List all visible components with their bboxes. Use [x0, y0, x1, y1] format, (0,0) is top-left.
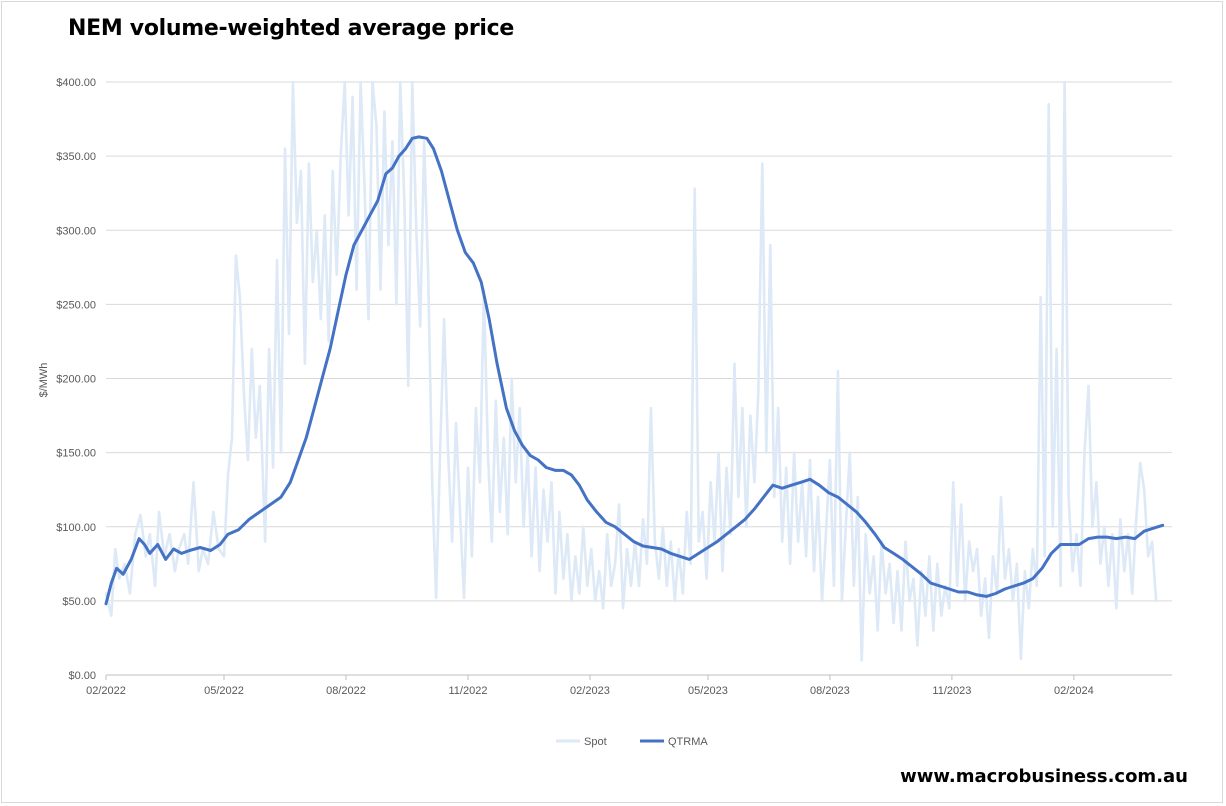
x-tick-label: 08/2022 [326, 685, 366, 697]
legend-label: QTRMA [668, 736, 708, 748]
legend-label: Spot [584, 736, 607, 748]
y-axis-label: $/MWh [38, 363, 50, 398]
series-line-qtrma [104, 135, 1165, 606]
legend: Spot QTRMA [556, 736, 708, 748]
x-tick-label: 08/2023 [810, 685, 850, 697]
chart-title: NEM volume-weighted average price [68, 16, 514, 41]
x-tick-label: 11/2023 [932, 685, 971, 697]
x-tick-label: 02/2022 [86, 685, 126, 697]
y-tick-label: $250.00 [56, 299, 96, 311]
source-url: www.macrobusiness.com.au [900, 766, 1188, 787]
y-tick-label: $300.00 [56, 225, 96, 237]
y-tick-label: $350.00 [56, 151, 96, 163]
x-tick-label: 11/2022 [448, 685, 487, 697]
y-tick-label: $0.00 [68, 670, 96, 682]
y-tick-label: $50.00 [62, 596, 96, 608]
y-tick-label: $200.00 [56, 374, 96, 386]
x-tick-label: 02/2024 [1054, 685, 1094, 697]
x-tick-label: 05/2023 [688, 685, 728, 697]
series-line-spot [104, 80, 1158, 662]
y-tick-label: $100.00 [56, 522, 96, 534]
y-tick-label: $150.00 [56, 448, 96, 460]
x-tick-label: 05/2022 [204, 685, 244, 697]
y-tick-label: $400.00 [56, 77, 96, 89]
x-tick-label: 02/2023 [570, 685, 610, 697]
